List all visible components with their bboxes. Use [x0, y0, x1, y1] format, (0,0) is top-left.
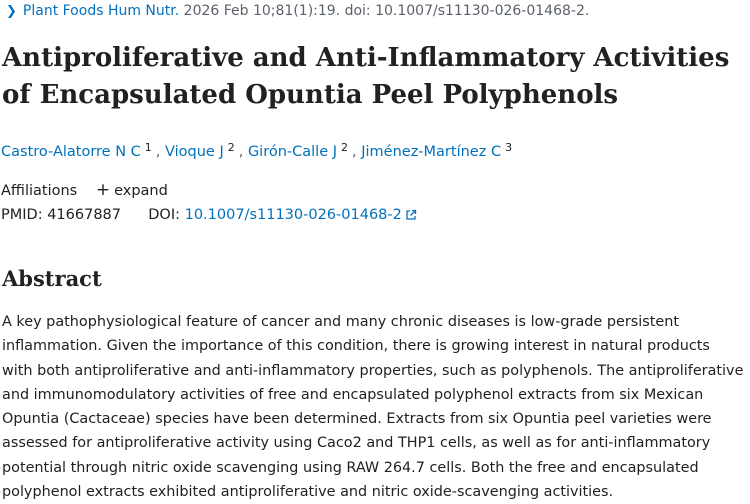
doi-label: DOI: [148, 207, 180, 223]
journal-link[interactable]: Plant Foods Hum Nutr. [22, 3, 180, 19]
plus-icon: + [95, 180, 111, 200]
affiliation-ref[interactable]: 2 [227, 141, 235, 154]
external-link-icon [406, 209, 417, 220]
author-link[interactable]: Vioque J [165, 144, 224, 160]
abstract-heading: Abstract [2, 266, 102, 291]
pmid-value: 41667887 [47, 207, 122, 223]
pmid-label: PMID: [1, 207, 43, 223]
doi-link[interactable]: 10.1007/s11130-026-01468-2 [185, 207, 417, 223]
affiliations-row: Affiliations + expand [1, 180, 168, 200]
citation-details: 2026 Feb 10;81(1):19. doi: 10.1007/s1113… [183, 3, 590, 19]
affiliation-ref[interactable]: 1 [144, 141, 152, 154]
article-title: Antiproliferative and Anti-Inflammatory … [2, 43, 730, 110]
author-link[interactable]: Castro-Alatorre N C [1, 144, 141, 160]
affiliation-ref[interactable]: 3 [505, 141, 513, 154]
affiliations-expand-button[interactable]: + expand [95, 180, 168, 200]
affiliations-label: Affiliations [1, 183, 78, 199]
identifiers-row: PMID: 41667887 DOI: 10.1007/s11130-026-0… [1, 207, 417, 223]
citation-line: ❯ Plant Foods Hum Nutr. 2026 Feb 10;81(1)… [6, 3, 589, 19]
abstract-text: A key pathophysiological feature of canc… [2, 314, 744, 501]
author-link[interactable]: Girón-Calle J [247, 144, 338, 160]
chevron-right-icon[interactable]: ❯ [6, 4, 17, 19]
author-link[interactable]: Jiménez-Martínez C [361, 144, 502, 160]
affiliation-ref[interactable]: 2 [341, 141, 349, 154]
